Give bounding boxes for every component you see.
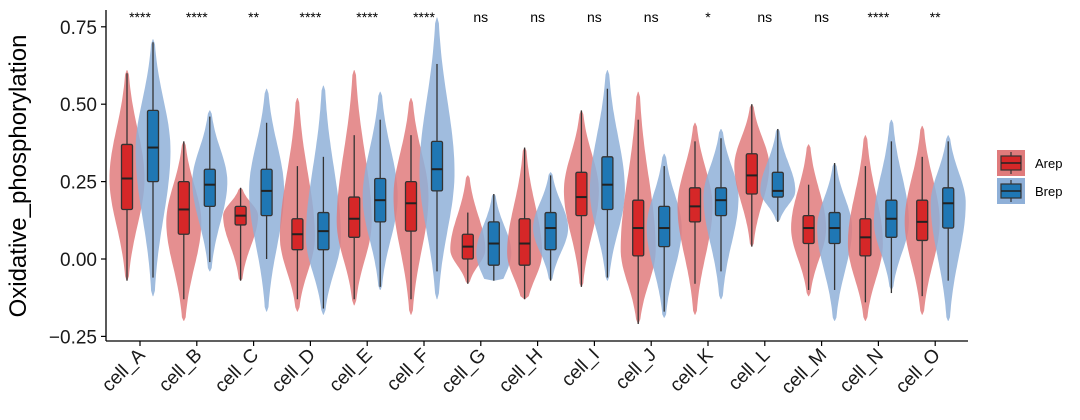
box-arep	[348, 196, 361, 238]
x-tick-label: cell_A	[98, 344, 150, 396]
significance-label: ns	[814, 9, 829, 25]
significance-label: ns	[530, 9, 545, 25]
y-axis-label: Oxidative_phosphorylation	[5, 35, 32, 318]
x-tick-label: cell_F	[383, 345, 434, 396]
y-tick-label: −0.25	[49, 327, 97, 348]
significance-label: ****	[413, 9, 435, 25]
box-arep	[745, 153, 758, 195]
significance-label: *	[705, 9, 711, 25]
box-brep	[544, 211, 557, 251]
box-brep	[601, 156, 614, 211]
x-tick-label: cell_I	[558, 345, 604, 391]
significance-layer: **** **** ** **** **** **** ns ns ns ns * ns ns **** *…	[129, 9, 941, 25]
x-tick-label: cell_O	[892, 345, 945, 398]
box-arep	[120, 143, 134, 211]
box-arep	[802, 215, 815, 245]
box-brep	[260, 168, 273, 217]
y-tick-label: 0.00	[60, 250, 97, 271]
box-brep	[430, 140, 444, 192]
x-tick-label: cell_N	[836, 345, 888, 397]
box-brep	[942, 187, 955, 229]
box-arep	[404, 180, 418, 232]
significance-label: ****	[129, 9, 151, 25]
x-tick-label: cell_G	[437, 345, 490, 398]
significance-label: ****	[186, 9, 208, 25]
significance-label: **	[930, 9, 941, 25]
y-tick-label: 0.25	[60, 173, 97, 194]
x-tick-label: cell_M	[777, 345, 831, 399]
box-arep	[518, 218, 531, 266]
x-tick-label: cell_L	[724, 345, 774, 395]
legend-label-arep: Arep	[1035, 156, 1062, 171]
y-tick-label: 0.75	[60, 18, 97, 39]
x-tick-label: cell_E	[325, 345, 376, 396]
significance-label: ns	[587, 9, 602, 25]
box-brep	[203, 168, 216, 208]
x-ticks: cell_A cell_B cell_C cell_D cell_E cell_F cell…	[98, 341, 945, 398]
box-arep	[688, 187, 702, 223]
significance-label: ns	[473, 9, 488, 25]
violin-layer	[109, 17, 966, 324]
x-tick-label: cell_K	[666, 344, 718, 396]
significance-label: ****	[300, 9, 322, 25]
legend: Arep Brep	[997, 150, 1062, 204]
box-brep	[146, 109, 160, 183]
legend-label-brep: Brep	[1035, 184, 1062, 199]
box-brep	[771, 171, 784, 198]
significance-label: ns	[644, 9, 659, 25]
box-arep	[575, 171, 588, 217]
box-brep	[714, 187, 728, 217]
box-arep	[916, 199, 929, 242]
significance-label: **	[248, 9, 259, 25]
box-layer	[120, 42, 955, 325]
y-ticks: −0.25 0.00 0.25 0.50 0.75	[49, 18, 106, 348]
box-arep	[177, 180, 190, 235]
x-tick-label: cell_B	[155, 345, 206, 396]
significance-label: ****	[868, 9, 890, 25]
x-tick-label: cell_C	[211, 345, 263, 397]
y-tick-label: 0.50	[60, 95, 97, 116]
x-tick-label: cell_J	[612, 345, 661, 394]
x-tick-label: cell_H	[495, 345, 547, 397]
significance-label: ns	[757, 9, 772, 25]
significance-label: ****	[356, 9, 378, 25]
box-brep	[658, 205, 671, 248]
x-tick-label: cell_D	[268, 345, 320, 397]
